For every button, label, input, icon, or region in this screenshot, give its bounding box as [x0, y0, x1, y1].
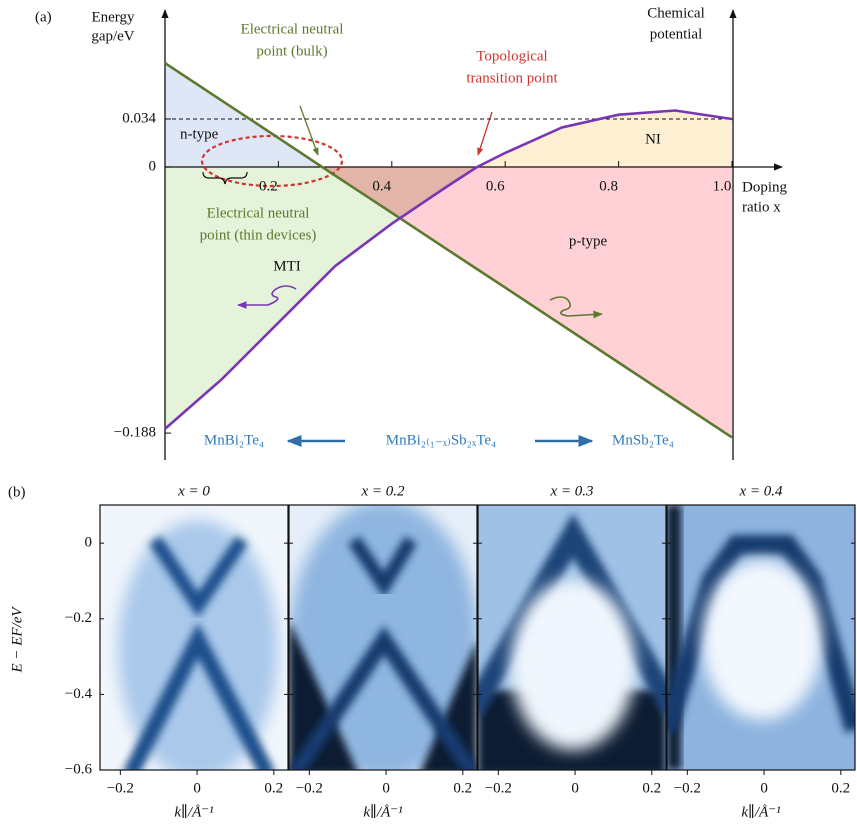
x-axis-label: Doping — [742, 179, 788, 195]
squiggle-arrow — [549, 296, 603, 319]
squiggle-arrow — [237, 285, 297, 309]
y-tick-label: 0 — [149, 159, 157, 175]
panel-frame — [477, 504, 667, 771]
intensity-shape — [421, 640, 477, 770]
series-line — [164, 109, 733, 430]
arpes-image — [667, 505, 855, 770]
region-label: p-type — [569, 233, 608, 249]
x-tick-label: −0.2 — [107, 780, 134, 796]
y2-axis-label: Chemical — [647, 5, 704, 21]
x-tick-label: 0.2 — [259, 178, 278, 194]
x-tick-label: 0 — [571, 780, 579, 796]
x-tick-label: 0 — [193, 780, 201, 796]
x-tick-label: 0.8 — [599, 178, 618, 194]
annotation-arrow — [477, 111, 493, 156]
panel-title: x = 0.2 — [360, 483, 405, 499]
x-tick-label: 1.0 — [713, 178, 732, 194]
annotation: Electrical neutral — [241, 21, 344, 37]
annotation: transition point — [466, 70, 558, 86]
p-type-region — [400, 167, 732, 438]
y-axis-label: E − EF/eV — [9, 606, 25, 674]
panel-title: x = 0.4 — [738, 483, 783, 499]
x-tick-label: 0.4 — [372, 178, 391, 194]
annotation-arrow — [299, 105, 319, 156]
x-axis-label: k∥/Å⁻¹ — [741, 803, 781, 820]
y-tick-label: −0.2 — [65, 610, 92, 626]
x-tick-label: 0.2 — [831, 780, 850, 796]
x-axis-label: ratio x — [742, 199, 781, 215]
formula: MnBi₂₍₁₋ₓ₎Sb₂ₓTe₄ — [386, 432, 497, 448]
annotation: point (thin devices) — [200, 227, 317, 243]
x-tick-label: 0 — [760, 780, 768, 796]
x-tick-label: 0 — [382, 780, 390, 796]
intensity-shape — [478, 512, 666, 716]
panel-frame — [288, 504, 478, 771]
panel-label: (b) — [8, 484, 26, 500]
panel-frame — [99, 504, 289, 771]
intensity-shape — [289, 620, 357, 770]
x-tick-label: 0.6 — [486, 178, 505, 194]
x-tick-label: 0.2 — [453, 780, 472, 796]
y-tick-label: −0.4 — [65, 686, 93, 702]
panel-frame — [666, 504, 856, 771]
formula: MnSb₂Te₄ — [612, 432, 674, 448]
panel-label: (a) — [35, 9, 52, 25]
region-label: MTI — [273, 258, 301, 274]
intensity-shape — [149, 536, 248, 618]
annotation: Topological — [476, 48, 547, 64]
panel-title: x = 0 — [177, 483, 210, 499]
intensity-shape — [123, 622, 275, 770]
region-label: NI — [645, 131, 661, 147]
ni-region — [476, 110, 732, 168]
lines — [164, 62, 733, 439]
intensity-shape — [289, 625, 477, 770]
arpes-image — [478, 505, 666, 770]
panel-a-layout — [161, 9, 783, 460]
arpes-image — [289, 505, 477, 770]
panel-title: x = 0.3 — [549, 483, 593, 499]
mti-region — [165, 167, 400, 429]
x-tick-label: −0.2 — [296, 780, 323, 796]
intensity-shape — [511, 580, 635, 750]
y-tick-label: −0.188 — [114, 425, 156, 441]
x-tick-label: 0.2 — [264, 780, 283, 796]
y-tick-label: −0.6 — [65, 761, 93, 777]
intensity-shape — [667, 535, 855, 733]
y-tick-label: 0 — [85, 535, 93, 551]
region-label: n-type — [180, 126, 219, 142]
annotation: point (bulk) — [256, 43, 327, 59]
neutral-ellipse — [200, 134, 344, 188]
x-tick-label: −0.2 — [485, 780, 512, 796]
intensity-shape — [702, 560, 822, 720]
y-axis-label: Energy — [91, 9, 135, 25]
x-tick-label: −0.2 — [674, 780, 701, 796]
brace — [202, 171, 248, 185]
overlap-region — [322, 167, 477, 219]
arpes-image — [100, 505, 288, 770]
y-axis-label: gap/eV — [91, 28, 134, 44]
x-axis-label: k∥/Å⁻¹ — [174, 803, 214, 820]
regions — [165, 63, 732, 438]
formula: MnBi₂Te₄ — [204, 432, 264, 448]
intensity-shape — [348, 536, 418, 599]
panel-b: x = 0 −0.2 0 0.2 0 −0.2 −0.4 −0.6 k∥/Å⁻¹ x = 0.2 −… — [65, 483, 856, 820]
annotation: Electrical neutral — [207, 205, 310, 221]
x-axis-label: k∥/Å⁻¹ — [363, 803, 403, 820]
y2-axis-label: potential — [650, 26, 703, 42]
series-line — [164, 62, 733, 439]
x-tick-label: 0.2 — [642, 780, 661, 796]
labels: (a) Energy gap/eV Chemical potential Dop… — [8, 5, 788, 673]
y-tick-label: 0.034 — [122, 110, 156, 126]
